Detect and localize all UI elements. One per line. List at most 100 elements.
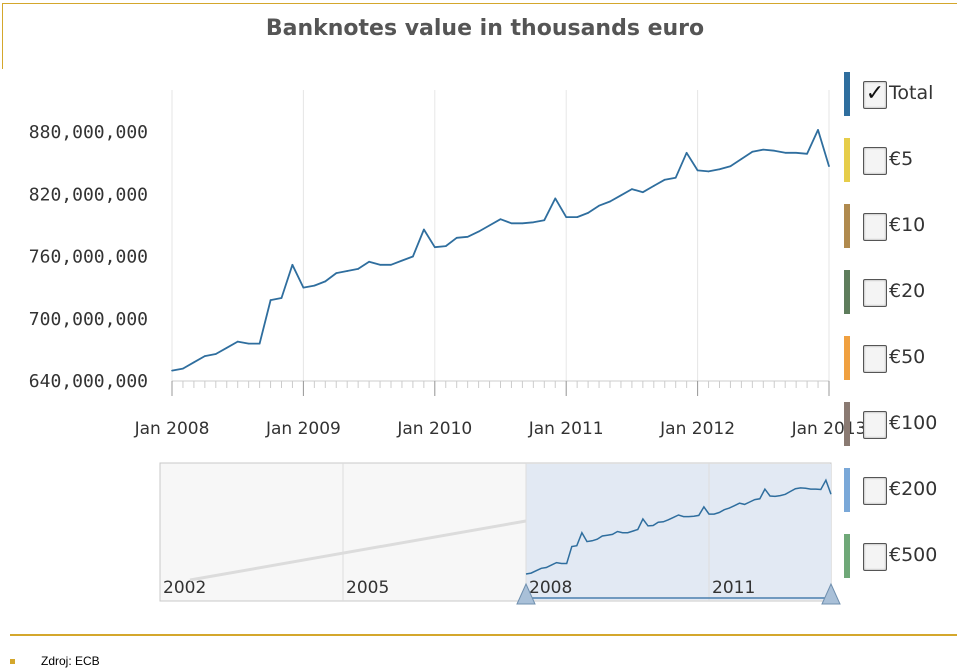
data-point [707, 170, 710, 173]
y-axis-ticks: 640,000,000 700,000,000 760,000,000 820,000… [29, 122, 148, 392]
legend-label: €100 [889, 412, 938, 434]
x-axis-ticks: Jan 2008 Jan 2009 Jan 2010 Jan 2011 Jan 2012… [134, 419, 867, 439]
data-point [368, 260, 370, 263]
y-tick-label: 880,000,000 [29, 122, 148, 143]
grid-lines [171, 90, 830, 396]
y-tick-label: 760,000,000 [29, 247, 148, 268]
legend-checkbox[interactable] [863, 477, 887, 505]
data-point [324, 280, 327, 283]
navigator-left-handle[interactable] [516, 582, 536, 605]
data-point [729, 165, 732, 168]
legend-color-bar [844, 72, 850, 116]
legend-checkbox[interactable] [863, 345, 887, 373]
data-point [236, 340, 239, 343]
range-navigator: 2002 2005 2008 2011 [159, 462, 841, 605]
legend-checkbox[interactable] [863, 543, 887, 571]
data-point [773, 149, 776, 152]
data-point [521, 222, 524, 225]
chart-title: Banknotes value in thousands euro [265, 16, 705, 41]
y-tick-label: 820,000,000 [29, 184, 148, 205]
legend-color-bar [844, 270, 850, 314]
legend-color-bar [844, 534, 850, 578]
legend-item[interactable]: €200 [842, 468, 960, 514]
data-point [357, 268, 359, 270]
data-point [806, 152, 808, 155]
legend-item[interactable]: €50 [842, 336, 960, 382]
data-point [390, 264, 392, 266]
data-point [751, 150, 754, 153]
data-point [740, 158, 743, 160]
data-point [653, 185, 655, 187]
legend-color-bar [844, 402, 850, 446]
legend-item[interactable]: €100 [842, 402, 960, 448]
legend-label: €5 [889, 148, 914, 170]
data-point [412, 255, 414, 258]
data-point [587, 212, 589, 214]
data-point [477, 230, 480, 233]
legend-checkbox[interactable] [863, 279, 887, 307]
y-tick-label: 700,000,000 [29, 309, 148, 330]
legend-item[interactable]: €10 [842, 204, 960, 250]
legend-label: Total [889, 82, 934, 104]
legend-checkbox[interactable]: ✓ [863, 81, 887, 109]
data-point [193, 361, 195, 364]
legend-checkbox[interactable] [863, 213, 887, 241]
data-point [795, 151, 797, 154]
data-point [444, 245, 447, 247]
legend-checkbox[interactable] [863, 411, 887, 439]
legend-checkbox[interactable] [863, 147, 887, 175]
data-point [576, 216, 578, 218]
data-point [620, 194, 622, 197]
bullet-icon [10, 659, 15, 665]
navigator-right-handle[interactable] [821, 582, 841, 605]
data-point [488, 224, 491, 227]
x-tick-label: Jan 2008 [134, 419, 210, 439]
legend-item[interactable]: €5 [842, 138, 960, 184]
data-point [762, 148, 765, 151]
data-point [455, 237, 458, 239]
footer: Zdroj: ECB [10, 654, 100, 668]
chart-area[interactable]: 640,000,000 700,000,000 760,000,000 820,000… [0, 0, 960, 640]
navigator-selection [526, 464, 831, 600]
data-point [171, 369, 173, 372]
data-point [642, 191, 644, 193]
data-point [609, 200, 611, 203]
data-point [685, 151, 688, 154]
legend-color-bar [844, 138, 850, 182]
legend-item[interactable]: €500 [842, 534, 960, 580]
legend-color-bar [844, 468, 850, 512]
data-point [302, 286, 305, 289]
legend-label: €20 [889, 280, 926, 302]
navigator-series-line [525, 478, 832, 575]
navigator-tick-label: 2011 [712, 578, 755, 598]
data-point [291, 264, 294, 266]
x-tick-label: Jan 2010 [396, 419, 472, 439]
data-point [269, 299, 272, 301]
x-tick-label: Jan 2012 [659, 419, 735, 439]
frame-top-line [2, 3, 957, 4]
data-point [565, 216, 567, 218]
legend-label: €200 [889, 478, 938, 500]
data-point [631, 188, 633, 190]
legend-item[interactable]: €20 [842, 270, 960, 316]
navigator-tick-label: 2008 [529, 578, 572, 598]
data-point [598, 204, 600, 207]
data-point [215, 353, 217, 355]
data-point [674, 176, 677, 179]
legend-label: €500 [889, 544, 938, 566]
data-point [510, 222, 513, 225]
legend-color-bar [844, 336, 850, 380]
legend-label: €50 [889, 346, 926, 368]
legend-item[interactable]: ✓ Total [842, 72, 960, 118]
data-point [204, 355, 206, 357]
data-point [313, 284, 316, 287]
frame-bottom-line [10, 634, 957, 636]
data-point [335, 272, 338, 274]
data-point [718, 168, 721, 171]
navigator-tick-label: 2002 [163, 578, 206, 598]
x-tick-label: Jan 2009 [265, 419, 341, 439]
legend-color-bar [844, 204, 850, 248]
data-point [247, 342, 250, 345]
x-axis [171, 380, 830, 396]
navigator-history-line [189, 519, 527, 582]
